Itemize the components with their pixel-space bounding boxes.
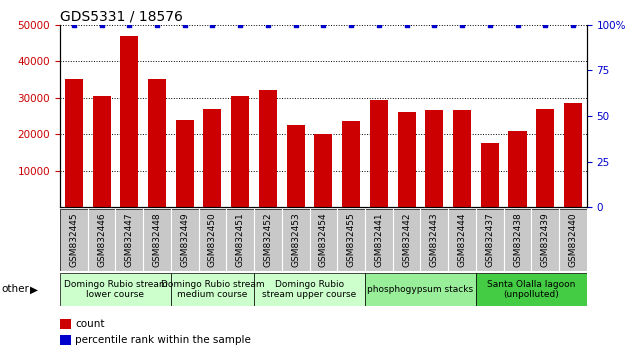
- Bar: [203, 109, 221, 207]
- Text: other: other: [1, 284, 29, 295]
- Text: phosphogypsum stacks: phosphogypsum stacks: [367, 285, 473, 294]
- Text: GSM832448: GSM832448: [153, 212, 162, 267]
- Text: GSM832453: GSM832453: [291, 212, 300, 267]
- Text: percentile rank within the sample: percentile rank within the sample: [75, 335, 251, 345]
- Text: GSM832455: GSM832455: [346, 212, 356, 267]
- Text: ▶: ▶: [30, 284, 38, 295]
- Bar: [148, 80, 166, 207]
- Point: [429, 22, 439, 28]
- Bar: [476, 273, 587, 306]
- Point: [291, 22, 301, 28]
- Point: [540, 22, 550, 28]
- Text: GDS5331 / 18576: GDS5331 / 18576: [60, 10, 183, 24]
- Text: GSM832454: GSM832454: [319, 212, 328, 267]
- Point: [263, 22, 273, 28]
- Text: GSM832449: GSM832449: [180, 212, 189, 267]
- Bar: [259, 90, 277, 207]
- Bar: [65, 80, 83, 207]
- Bar: [314, 134, 333, 207]
- Bar: [509, 131, 526, 207]
- Point: [401, 22, 411, 28]
- Text: GSM832446: GSM832446: [97, 212, 106, 267]
- Point: [512, 22, 522, 28]
- Bar: [175, 120, 194, 207]
- Text: GSM832450: GSM832450: [208, 212, 217, 267]
- Point: [374, 22, 384, 28]
- Bar: [93, 96, 110, 207]
- Point: [208, 22, 218, 28]
- Bar: [425, 110, 444, 207]
- Bar: [564, 103, 582, 207]
- Bar: [60, 273, 171, 306]
- Text: GSM832451: GSM832451: [236, 212, 245, 267]
- Text: Domingo Rubio stream
lower course: Domingo Rubio stream lower course: [64, 280, 167, 299]
- Bar: [171, 273, 254, 306]
- Text: Santa Olalla lagoon
(unpolluted): Santa Olalla lagoon (unpolluted): [487, 280, 575, 299]
- Bar: [453, 110, 471, 207]
- Text: Domingo Rubio
stream upper course: Domingo Rubio stream upper course: [262, 280, 357, 299]
- Point: [457, 22, 467, 28]
- Bar: [536, 109, 554, 207]
- Bar: [121, 36, 138, 207]
- Text: GSM832445: GSM832445: [69, 212, 78, 267]
- Point: [152, 22, 162, 28]
- Text: GSM832440: GSM832440: [569, 212, 577, 267]
- Text: GSM832438: GSM832438: [513, 212, 522, 267]
- Bar: [254, 273, 365, 306]
- Point: [568, 22, 578, 28]
- Text: GSM832452: GSM832452: [263, 212, 273, 267]
- Bar: [231, 96, 249, 207]
- Bar: [342, 121, 360, 207]
- Text: GSM832442: GSM832442: [402, 213, 411, 267]
- Text: GSM832441: GSM832441: [374, 212, 384, 267]
- Point: [124, 22, 134, 28]
- Text: GSM832437: GSM832437: [485, 212, 494, 267]
- Point: [346, 22, 356, 28]
- Text: GSM832444: GSM832444: [457, 213, 466, 267]
- Text: Domingo Rubio stream
medium course: Domingo Rubio stream medium course: [161, 280, 264, 299]
- Point: [235, 22, 245, 28]
- Bar: [398, 112, 416, 207]
- Point: [180, 22, 190, 28]
- Point: [485, 22, 495, 28]
- Bar: [365, 273, 476, 306]
- Text: count: count: [75, 319, 105, 329]
- Bar: [370, 99, 388, 207]
- Bar: [481, 143, 498, 207]
- Point: [318, 22, 328, 28]
- Bar: [286, 125, 305, 207]
- Text: GSM832447: GSM832447: [125, 212, 134, 267]
- Text: GSM832439: GSM832439: [541, 212, 550, 267]
- Text: GSM832443: GSM832443: [430, 212, 439, 267]
- Point: [69, 22, 79, 28]
- Point: [97, 22, 107, 28]
